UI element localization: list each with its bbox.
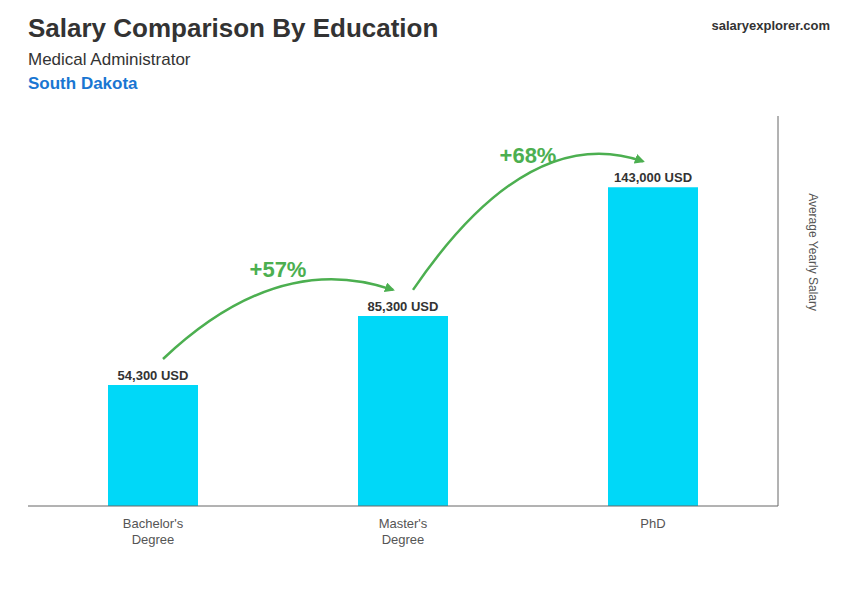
svg-text:+68%: +68% bbox=[500, 143, 557, 168]
svg-text:85,300 USD: 85,300 USD bbox=[368, 299, 439, 314]
svg-text:Master'sDegree: Master'sDegree bbox=[379, 516, 428, 547]
html-text:South Dakota: South Dakota bbox=[28, 74, 138, 93]
svg-text:54,300 USD: 54,300 USD bbox=[118, 368, 189, 383]
html-text:Medical Administrator: Medical Administrator bbox=[28, 50, 191, 69]
svg-text:Average Yearly Salary: Average Yearly Salary bbox=[806, 193, 820, 311]
svg-text:Bachelor'sDegree: Bachelor'sDegree bbox=[123, 516, 184, 547]
svg-text:PhD: PhD bbox=[640, 516, 665, 531]
svg-text:143,000 USD: 143,000 USD bbox=[614, 170, 692, 185]
svg-text:+57%: +57% bbox=[250, 257, 307, 282]
html-text:salaryexplorer.com: salaryexplorer.com bbox=[711, 18, 830, 33]
html-text:Salary Comparison By Education: Salary Comparison By Education bbox=[28, 13, 439, 43]
